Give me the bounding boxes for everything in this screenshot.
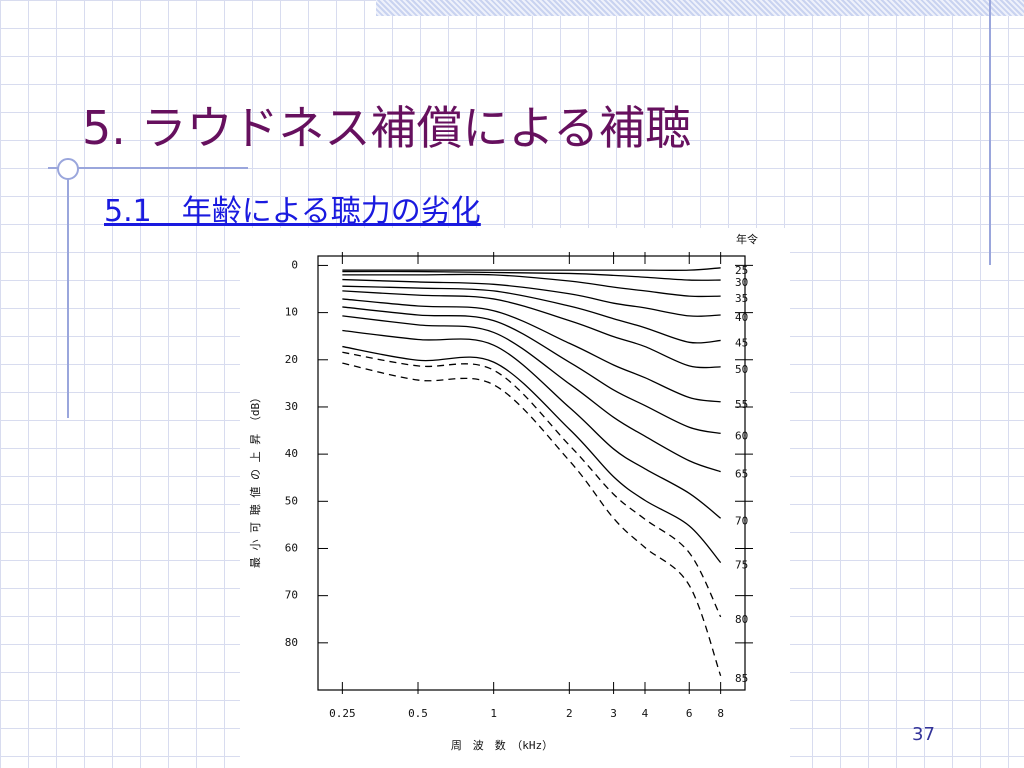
line <box>342 306 721 435</box>
legend-label: 25 <box>735 264 748 277</box>
line <box>342 290 721 369</box>
line <box>342 278 721 317</box>
x-tick-label: 0.25 <box>329 707 356 720</box>
line <box>342 315 721 473</box>
chart-background <box>240 228 790 768</box>
page-number: 37 <box>912 724 935 745</box>
legend-label: 35 <box>735 292 748 305</box>
legend-label: 60 <box>735 429 748 442</box>
rule-circle <box>57 158 79 180</box>
x-tick-label: 2 <box>566 707 573 720</box>
y-tick-label: 60 <box>285 541 298 554</box>
rule <box>48 167 248 169</box>
y-tick-label: 0 <box>291 258 298 271</box>
legend-label: 75 <box>735 559 748 572</box>
line <box>342 285 721 344</box>
legend-label: 55 <box>735 398 748 411</box>
x-tick-label: 3 <box>610 707 617 720</box>
y-tick-label: 70 <box>285 589 298 602</box>
rule <box>67 168 69 418</box>
line <box>342 362 722 677</box>
x-tick-label: 0.5 <box>408 707 428 720</box>
line <box>342 345 722 564</box>
line <box>342 273 721 298</box>
legend-label: 40 <box>735 311 748 324</box>
line <box>342 270 721 281</box>
x-axis-label: 周 波 数 （kHz） <box>451 739 553 752</box>
slide-title: 5. ラウドネス補償による補聴 <box>82 101 692 155</box>
subtitle-link[interactable]: 5.1 年齢による聴力の劣化 <box>104 194 481 229</box>
rule <box>989 0 991 265</box>
chart: 年令 周 波 数 （kHz） 最 小 可 聴 値 の 上 昇 （dB） 0 10 2… <box>240 228 790 768</box>
legend-title: 年令 <box>736 232 758 246</box>
y-tick-label: 40 <box>285 447 298 460</box>
x-tick-label: 1 <box>490 707 497 720</box>
legend-label: 45 <box>735 336 748 349</box>
y-tick-label: 20 <box>285 353 298 366</box>
legend-label: 85 <box>735 672 748 685</box>
y-tick-label: 80 <box>285 636 298 649</box>
plot-frame <box>317 255 746 691</box>
legend-label: 30 <box>735 276 748 289</box>
legend-label: 70 <box>735 514 748 527</box>
line <box>342 267 721 271</box>
y-tick-label: 50 <box>285 494 298 507</box>
legend-label: 80 <box>735 613 748 626</box>
x-tick-label: 6 <box>686 707 693 720</box>
line <box>342 329 722 519</box>
line <box>342 298 721 403</box>
y-tick-label: 30 <box>285 400 298 413</box>
x-tick-label: 4 <box>642 707 649 720</box>
legend-label: 65 <box>735 468 748 481</box>
line <box>342 351 722 618</box>
y-tick-label: 10 <box>285 306 298 319</box>
y-axis-label: 最 小 可 聴 値 の 上 昇 （dB） <box>249 392 262 568</box>
legend-label: 50 <box>735 363 748 376</box>
x-tick-label: 8 <box>717 707 724 720</box>
top-band <box>376 0 1024 16</box>
